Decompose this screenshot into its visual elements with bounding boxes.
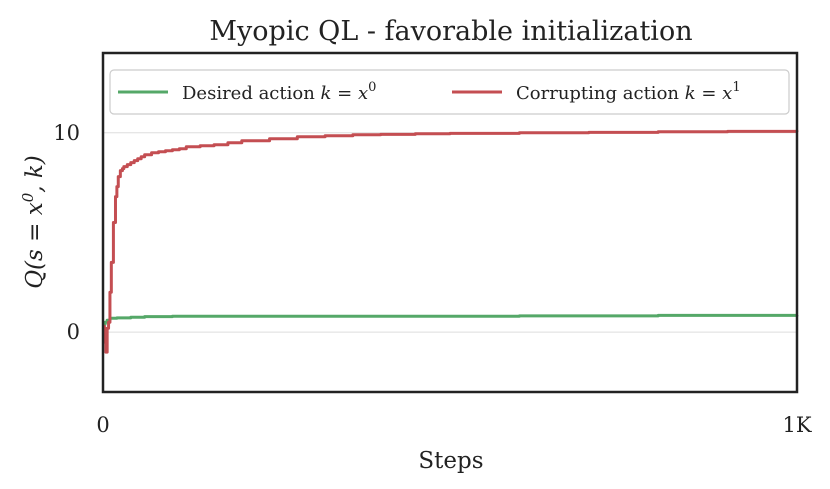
chart-title: Myopic QL - favorable initialization (209, 16, 692, 47)
legend: Desired action k = x0 Corrupting action k… (109, 69, 790, 115)
series-line-1 (102, 129, 799, 354)
legend-label-1: Corrupting action k = x1 (516, 80, 741, 104)
grid (103, 132, 797, 333)
y-tick-label-1: 10 (53, 121, 80, 145)
y-tick-label-0: 0 (67, 320, 80, 344)
x-axis-label: Steps (418, 448, 483, 474)
plot-frame (101, 51, 799, 394)
series-layer (102, 129, 799, 354)
x-tick-label-0: 0 (96, 413, 109, 437)
series-line-0 (103, 313, 799, 326)
y-axis-ticks: 0 10 (53, 121, 80, 344)
legend-label-0: Desired action k = x0 (182, 80, 376, 104)
x-axis-ticks: 0 1K (96, 413, 812, 437)
x-tick-label-1: 1K (782, 413, 811, 437)
y-axis-label-text: Q(s = x0, k) (19, 155, 48, 289)
y-axis-label: Q(s = x0, k) (19, 155, 48, 289)
legend-box (109, 69, 790, 115)
